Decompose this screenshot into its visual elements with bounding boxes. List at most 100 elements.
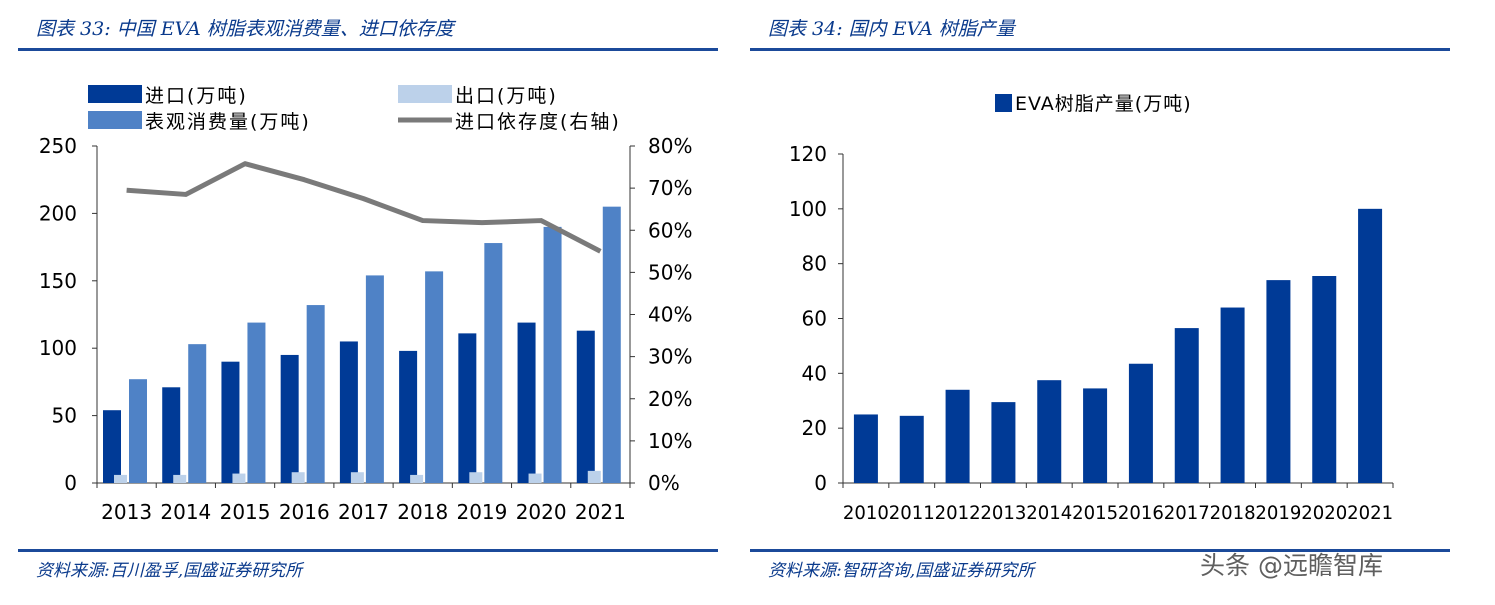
right-title-rule bbox=[750, 48, 1450, 51]
x-tick-label: 2010 bbox=[843, 502, 889, 524]
x-tick-label: 2020 bbox=[516, 500, 567, 524]
left-y-tick-label: 200 bbox=[39, 201, 77, 225]
x-tick-label: 2011 bbox=[889, 502, 935, 524]
x-tick-label: 2020 bbox=[1301, 502, 1347, 524]
watermark: 头条 @远瞻智库 bbox=[1200, 551, 1383, 580]
right-y-tick-label: 0% bbox=[648, 471, 680, 495]
legend-swatch bbox=[88, 111, 142, 129]
export-bar bbox=[291, 472, 305, 483]
left-title-rule bbox=[18, 48, 718, 51]
consumption-bar bbox=[543, 226, 562, 483]
right-y-tick-label: 10% bbox=[648, 429, 692, 453]
left-line bbox=[126, 161, 602, 254]
left-y-tick-label: 0 bbox=[64, 471, 77, 495]
production-bar bbox=[1174, 328, 1199, 483]
production-bar bbox=[945, 389, 970, 483]
y-tick-label: 80 bbox=[802, 252, 827, 276]
dependency-line bbox=[126, 161, 602, 254]
right-y-tick-label: 70% bbox=[648, 176, 692, 200]
legend-swatch bbox=[88, 85, 142, 103]
legend-label: 进口(万吨) bbox=[145, 85, 248, 107]
production-bar bbox=[1037, 380, 1062, 483]
left-y-tick-label: 100 bbox=[39, 336, 77, 360]
x-tick-label: 2014 bbox=[160, 500, 211, 524]
consumption-bar bbox=[425, 271, 444, 483]
export-bar bbox=[587, 470, 601, 483]
x-tick-label: 2015 bbox=[220, 500, 271, 524]
left-y-tick-label: 250 bbox=[39, 134, 77, 158]
x-tick-label: 2016 bbox=[279, 500, 330, 524]
legend-swatch bbox=[398, 85, 452, 103]
consumption-bar bbox=[247, 322, 266, 483]
y-tick-label: 0 bbox=[814, 471, 827, 495]
production-bar bbox=[1312, 276, 1337, 483]
right-source: 资料来源:智研咨询,国盛证券研究所 bbox=[768, 561, 1035, 581]
left-figure-title: 图表 33: 中国 EVA 树脂表观消费量、进口依存度 bbox=[36, 18, 454, 40]
export-bar bbox=[173, 474, 187, 483]
right-legend: EVA树脂产量(万吨) bbox=[995, 93, 1192, 115]
import-bar bbox=[517, 322, 536, 483]
x-tick-label: 2015 bbox=[1072, 502, 1118, 524]
export-bar bbox=[350, 472, 364, 483]
import-bar bbox=[399, 350, 418, 483]
x-tick-label: 2017 bbox=[338, 500, 389, 524]
right-y-tick-label: 60% bbox=[648, 218, 692, 242]
production-bar bbox=[1266, 280, 1291, 483]
consumption-bar bbox=[306, 305, 325, 483]
x-tick-label: 2013 bbox=[980, 502, 1026, 524]
legend-label: EVA树脂产量(万吨) bbox=[1015, 93, 1192, 115]
import-bar bbox=[339, 341, 358, 483]
x-tick-label: 2018 bbox=[397, 500, 448, 524]
production-bar bbox=[991, 402, 1016, 483]
legend-label: 表观消费量(万吨) bbox=[145, 111, 311, 133]
consumption-bar bbox=[365, 275, 384, 483]
import-bar bbox=[221, 361, 240, 483]
x-tick-label: 2013 bbox=[101, 500, 152, 524]
production-bar bbox=[1358, 208, 1383, 484]
right-bars bbox=[853, 208, 1383, 484]
left-bars bbox=[103, 206, 621, 483]
right-y-tick-label: 40% bbox=[648, 303, 692, 327]
right-y-tick-label: 20% bbox=[648, 387, 692, 411]
x-tick-label: 2019 bbox=[456, 500, 507, 524]
x-tick-label: 2018 bbox=[1210, 502, 1256, 524]
consumption-bar bbox=[602, 206, 621, 483]
import-bar bbox=[576, 330, 595, 483]
left-source-rule bbox=[18, 549, 718, 552]
right-y-tick-label: 80% bbox=[648, 134, 692, 158]
consumption-bar bbox=[129, 379, 147, 483]
x-tick-label: 2016 bbox=[1118, 502, 1164, 524]
y-tick-label: 100 bbox=[789, 197, 827, 221]
x-tick-label: 2014 bbox=[1026, 502, 1072, 524]
export-bar bbox=[114, 474, 127, 483]
left-legend: 进口(万吨) 出口(万吨) 表观消费量(万吨) 进口依存度(右轴) bbox=[88, 85, 621, 133]
export-bar bbox=[232, 473, 246, 483]
y-tick-label: 60 bbox=[802, 307, 827, 331]
production-bar bbox=[1128, 363, 1153, 483]
right-y-tick-label: 30% bbox=[648, 345, 692, 369]
export-bar bbox=[410, 474, 424, 483]
left-y-tick-label: 150 bbox=[39, 269, 77, 293]
x-tick-label: 2021 bbox=[1347, 502, 1393, 524]
export-bar bbox=[469, 472, 483, 483]
legend-label: 进口依存度(右轴) bbox=[455, 111, 621, 133]
export-bar bbox=[528, 473, 542, 483]
legend-swatch bbox=[995, 94, 1012, 112]
right-figure-title: 图表 34: 国内 EVA 树脂产量 bbox=[768, 18, 1015, 40]
production-bar bbox=[899, 415, 924, 483]
production-bar bbox=[1220, 307, 1245, 483]
left-y-tick-label: 50 bbox=[52, 404, 77, 428]
production-bar bbox=[853, 414, 878, 483]
import-bar bbox=[280, 354, 299, 483]
right-source-rule bbox=[750, 549, 1450, 552]
y-tick-label: 120 bbox=[789, 142, 827, 166]
import-bar bbox=[103, 410, 121, 483]
left-chart: 进口(万吨) 出口(万吨) 表观消费量(万吨) 进口依存度(右轴) 0 50 100 150… bbox=[39, 85, 692, 524]
production-bar bbox=[1083, 388, 1108, 483]
x-tick-label: 2012 bbox=[935, 502, 981, 524]
legend-label: 出口(万吨) bbox=[455, 85, 558, 107]
y-tick-label: 20 bbox=[802, 416, 827, 440]
x-tick-label: 2021 bbox=[575, 500, 626, 524]
